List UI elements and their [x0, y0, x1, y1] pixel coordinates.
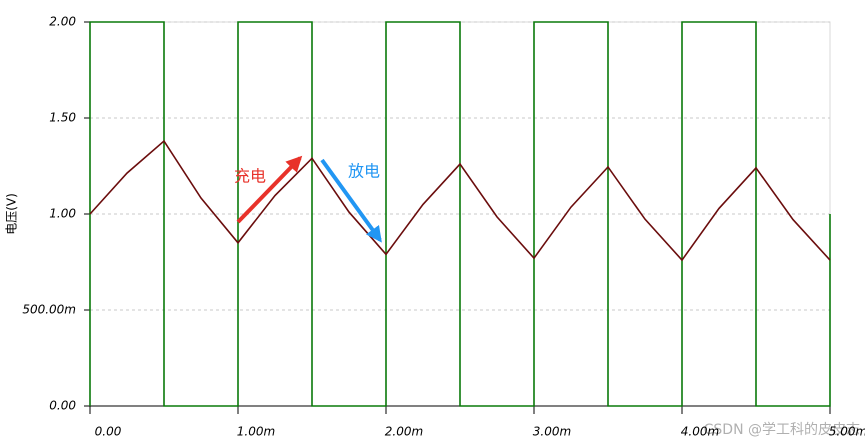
charge-arrow [236, 155, 303, 224]
x-tick-label: 4.00m [681, 425, 719, 439]
y-tick-label: 1.50 [49, 111, 76, 125]
x-tick-label: 5.00m [829, 425, 865, 439]
y-tick-label: 500.00m [22, 303, 76, 317]
watermark: CSDN @学工科的皮皮志 [704, 422, 860, 438]
x-tick-label: 3.00m [533, 425, 571, 439]
annotation: 放电 [348, 162, 380, 181]
discharge-arrow [320, 158, 382, 243]
y-tick-label: 2.00 [49, 15, 76, 29]
series-line [89, 139, 831, 262]
x-tick-label: 0.00 [95, 425, 122, 439]
x-tick-label: 1.00m [237, 425, 275, 439]
y-tick-label: 1.00 [49, 207, 76, 221]
series-line [89, 21, 831, 407]
y-tick-label: 0.00 [49, 399, 76, 413]
annotation: 充电 [234, 167, 266, 186]
y-axis-label: 电压(V) [5, 193, 19, 235]
x-tick-label: 2.00m [385, 425, 423, 439]
